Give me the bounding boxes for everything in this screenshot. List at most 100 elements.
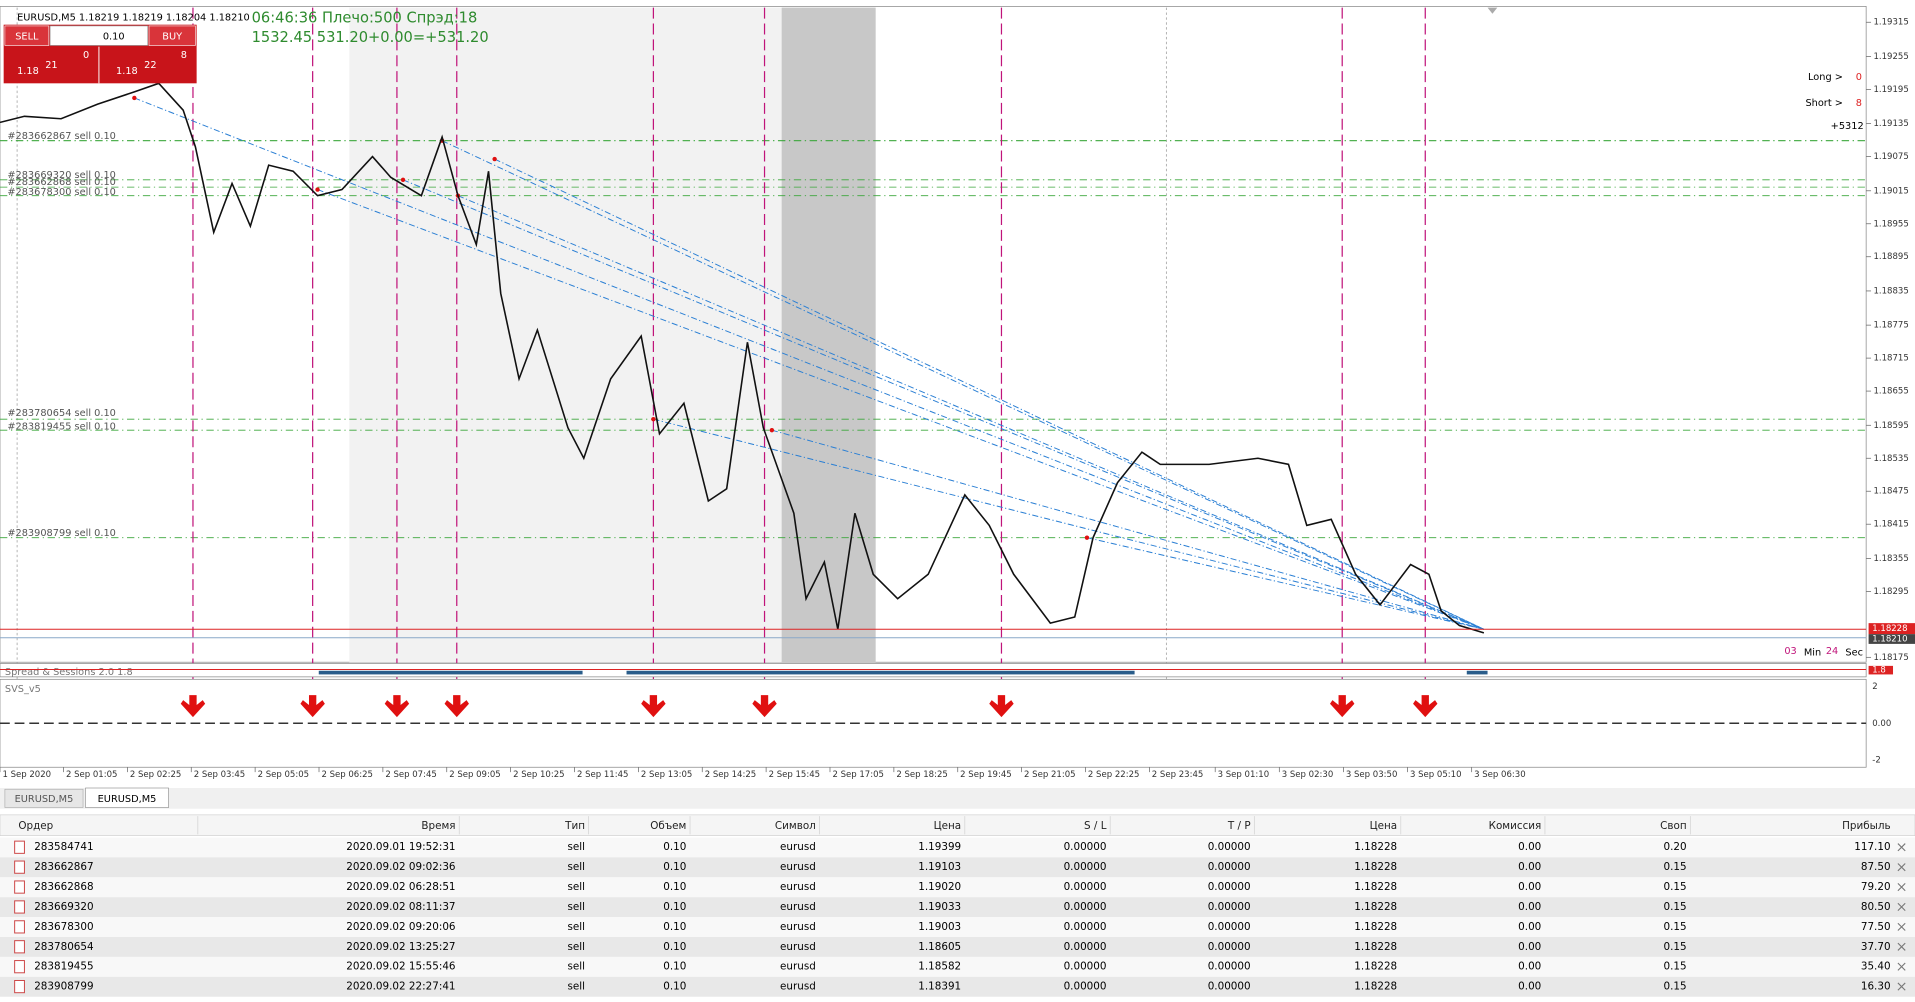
cell: 0.15 bbox=[1664, 941, 1687, 953]
close-button[interactable] bbox=[1897, 902, 1906, 912]
table-row[interactable] bbox=[0, 976, 1915, 997]
cell: 2020.09.01 19:52:31 bbox=[346, 841, 455, 853]
close-button[interactable] bbox=[1897, 942, 1906, 951]
cell: 0.00 bbox=[1518, 961, 1541, 973]
spread-pane bbox=[0, 663, 1867, 678]
time-label: 2 Sep 18:25 bbox=[896, 770, 948, 780]
sell-point: 0 bbox=[83, 50, 89, 61]
trade-line bbox=[494, 158, 1485, 630]
price-label: 1.19015 bbox=[1873, 186, 1908, 196]
cell: 1.18228 bbox=[1354, 921, 1397, 933]
close-button[interactable] bbox=[1897, 962, 1906, 971]
cell: 0.00 bbox=[1518, 901, 1541, 913]
cell: 283662868 bbox=[34, 881, 93, 893]
column-header: Тип bbox=[564, 820, 585, 832]
cell: 283819455 bbox=[34, 961, 93, 973]
column-header: Ордер bbox=[18, 820, 53, 832]
cell: 2020.09.02 08:11:37 bbox=[346, 901, 455, 913]
order-label: #283669320 sell 0.10 bbox=[7, 170, 116, 181]
table-row[interactable] bbox=[0, 897, 1915, 918]
cell: 1.18605 bbox=[918, 941, 961, 953]
cell: 1.18228 bbox=[1354, 881, 1397, 893]
price-label: 1.18415 bbox=[1873, 520, 1908, 530]
table-header bbox=[0, 814, 1915, 836]
table-row[interactable] bbox=[0, 937, 1915, 957]
table-row[interactable] bbox=[0, 837, 1915, 858]
sell-button[interactable] bbox=[4, 25, 50, 46]
table-row[interactable] bbox=[0, 917, 1915, 938]
cell: 1.19020 bbox=[918, 881, 961, 893]
time-label: 3 Sep 01:10 bbox=[1218, 770, 1270, 780]
bid-price: 1.18210 bbox=[1872, 635, 1907, 645]
spread-value: 1.8 bbox=[1872, 666, 1886, 676]
cell: 0.00000 bbox=[1064, 961, 1107, 973]
cell: 1.19399 bbox=[918, 841, 961, 853]
price-label: 1.18355 bbox=[1873, 554, 1908, 564]
buy-prefix: 1.18 bbox=[116, 66, 138, 77]
cell: 0.00 bbox=[1518, 841, 1541, 853]
order-label: #283662867 sell 0.10 bbox=[7, 131, 116, 142]
column-header: Прибыль bbox=[1842, 820, 1890, 832]
cell: eurusd bbox=[780, 861, 816, 873]
entry-point bbox=[1084, 535, 1090, 540]
price-label: 1.19315 bbox=[1873, 18, 1908, 28]
cell: 0.00000 bbox=[1208, 881, 1251, 893]
table-row[interactable] bbox=[0, 956, 1915, 977]
orders-table: Ордер Время Тип Объем Символ Цена S / L T / P Це… bbox=[0, 816, 1915, 997]
cell: 0.10 bbox=[663, 961, 686, 973]
cell: 37.70 bbox=[1861, 941, 1891, 953]
sell-pips: 21 bbox=[45, 60, 57, 71]
close-button[interactable] bbox=[1897, 883, 1906, 892]
cell: 0.15 bbox=[1664, 861, 1687, 873]
tab[interactable] bbox=[4, 788, 84, 808]
price-label: 1.19135 bbox=[1873, 119, 1908, 129]
time-label: 2 Sep 02:25 bbox=[130, 770, 182, 780]
chart-area bbox=[0, 6, 1867, 663]
time-label: 2 Sep 17:05 bbox=[832, 770, 884, 780]
cell: sell bbox=[567, 861, 585, 873]
cell: 80.50 bbox=[1861, 901, 1891, 913]
time-label: 2 Sep 11:45 bbox=[577, 770, 629, 780]
tab-label: EURUSD,M5 bbox=[15, 794, 74, 805]
time-label: 1 Sep 2020 bbox=[2, 770, 51, 780]
cell: sell bbox=[567, 841, 585, 853]
time-label: 2 Sep 07:45 bbox=[385, 770, 437, 780]
cell: 16.30 bbox=[1861, 981, 1891, 993]
trade-line bbox=[134, 97, 1485, 630]
close-button[interactable] bbox=[1897, 843, 1906, 852]
close-button[interactable] bbox=[1897, 863, 1906, 872]
cell: 283678300 bbox=[34, 921, 93, 933]
lot-input[interactable] bbox=[49, 25, 149, 46]
trade-line bbox=[317, 189, 1485, 630]
sell-prefix: 1.18 bbox=[17, 66, 39, 77]
tab-active[interactable] bbox=[85, 787, 169, 808]
ask-tag bbox=[1868, 623, 1915, 635]
order-icon bbox=[14, 960, 25, 974]
buy-point: 8 bbox=[181, 50, 187, 61]
table-row[interactable] bbox=[0, 877, 1915, 898]
order-icon bbox=[14, 880, 25, 894]
cell: 0.00000 bbox=[1208, 941, 1251, 953]
column-header: Своп bbox=[1660, 820, 1686, 832]
time-label: 3 Sep 02:30 bbox=[1282, 770, 1334, 780]
entry-point bbox=[492, 156, 497, 162]
buy-button[interactable] bbox=[148, 25, 196, 46]
price-label: 1.18955 bbox=[1873, 219, 1908, 229]
buy-label: BUY bbox=[162, 31, 182, 42]
close-button[interactable] bbox=[1897, 982, 1906, 991]
cell: 0.00 bbox=[1518, 941, 1541, 953]
column-header: Цена bbox=[1370, 820, 1398, 832]
price-label: 1.18175 bbox=[1873, 653, 1908, 663]
column-header: Цена bbox=[934, 820, 962, 832]
cell: eurusd bbox=[780, 881, 816, 893]
table-row[interactable] bbox=[0, 857, 1915, 878]
cell: 0.10 bbox=[663, 881, 686, 893]
close-button[interactable] bbox=[1897, 922, 1906, 931]
cell: 1.18391 bbox=[918, 981, 961, 993]
cell: 0.10 bbox=[663, 981, 686, 993]
order-icon bbox=[14, 900, 25, 914]
order-icon bbox=[14, 840, 25, 854]
entry-point bbox=[132, 95, 137, 101]
session-dark bbox=[781, 7, 876, 663]
tab-label: EURUSD,M5 bbox=[98, 794, 157, 805]
